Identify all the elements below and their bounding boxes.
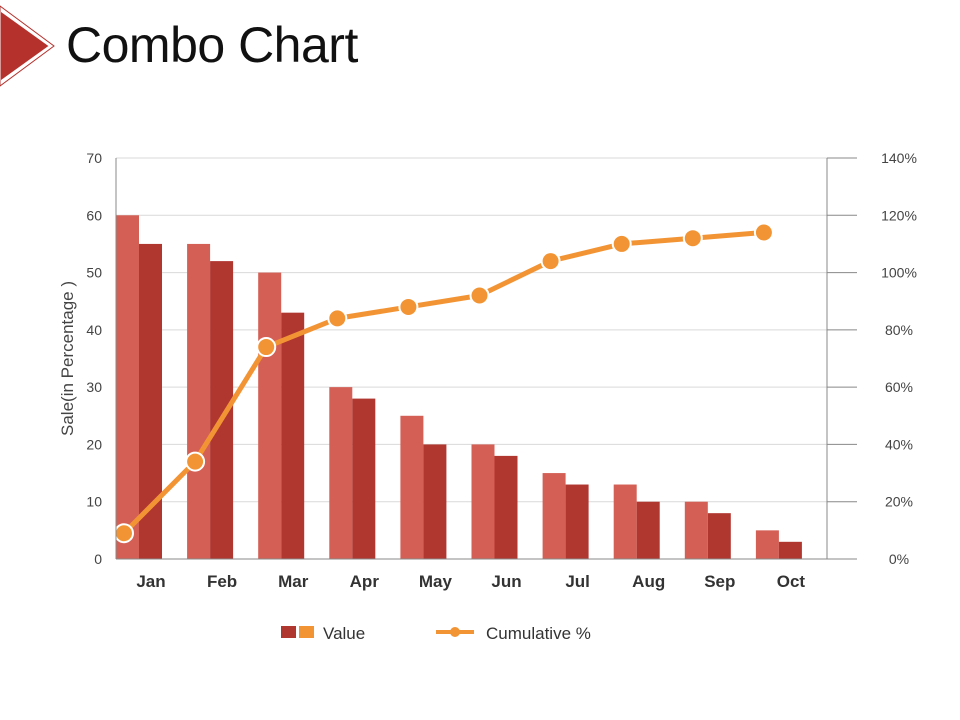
x-tick-label: Jun: [491, 572, 521, 591]
bar-value-a-jul: [542, 473, 566, 559]
bar-value-b-jul: [565, 484, 589, 559]
bar-value-a-aug: [613, 484, 637, 559]
x-tick-label: Jan: [136, 572, 165, 591]
cumulative-point-may: [398, 296, 419, 317]
y2-tick-label: 0%: [889, 551, 909, 567]
x-tick-label: Jul: [565, 572, 590, 591]
cumulative-point-jun: [469, 285, 490, 306]
cumulative-point-feb: [185, 451, 206, 472]
title-arrow-decoration: [0, 5, 55, 87]
cumulative-point-oct: [753, 222, 774, 243]
x-tick-label: Apr: [350, 572, 380, 591]
y-tick-label: 0: [94, 551, 102, 567]
bar-value-b-jan: [139, 243, 162, 559]
bar-value-b-feb: [210, 261, 234, 559]
cumulative-point-aug: [611, 233, 632, 254]
bar-series: [116, 215, 802, 560]
y-tick-label: 30: [86, 379, 102, 395]
bar-value-a-oct: [755, 530, 779, 559]
cumulative-point-sep: [682, 228, 703, 249]
x-tick-label: Mar: [278, 572, 309, 591]
cumulative-polyline: [122, 229, 765, 535]
bar-value-b-oct: [778, 541, 802, 559]
legend-label-value: Value: [323, 624, 365, 643]
y-tick-label: 10: [86, 494, 102, 510]
y-axis-title: Sale(in Percentage ): [58, 281, 77, 436]
x-tick-label: May: [419, 572, 453, 591]
cumulative-point-jul: [540, 251, 561, 272]
y2-tick-label: 20%: [885, 494, 913, 510]
axes: 0 10 20 30 40 50 60 70 0% 20% 40% 60% 80% 100% 120% 140…: [58, 150, 917, 591]
x-tick-label: Aug: [632, 572, 665, 591]
cumulative-point-jan: [114, 523, 134, 544]
y2-tick-label: 120%: [881, 207, 917, 223]
y2-tick-label: 60%: [885, 379, 913, 395]
bar-value-b-sep: [707, 513, 731, 559]
x-tick-label: Sep: [704, 572, 735, 591]
x-tick-label: Feb: [207, 572, 237, 591]
y2-tick-label: 80%: [885, 322, 913, 338]
y-tick-label: 40: [86, 322, 102, 338]
bar-value-a-may: [400, 415, 424, 559]
bar-value-a-mar: [258, 272, 282, 559]
y2-tick-label: 40%: [885, 436, 913, 452]
bar-value-b-apr: [352, 398, 376, 559]
bar-value-b-jun: [494, 455, 518, 559]
bar-value-b-may: [423, 444, 447, 559]
legend-swatch-value-dark: [281, 626, 296, 638]
legend-swatch-marker: [450, 627, 460, 637]
y-tick-label: 60: [86, 207, 102, 223]
bar-value-a-feb: [187, 243, 211, 559]
legend: Value Cumulative %: [281, 624, 591, 643]
cumulative-point-apr: [327, 308, 348, 329]
bar-value-b-mar: [281, 312, 305, 559]
page-title: Combo Chart: [66, 17, 358, 73]
bar-value-b-aug: [636, 501, 660, 559]
gridlines: [116, 157, 827, 503]
y-tick-label: 70: [86, 150, 102, 166]
cumulative-point-mar: [256, 337, 277, 358]
legend-label-cumulative: Cumulative %: [486, 624, 591, 643]
bar-value-a-jan: [116, 215, 139, 560]
bar-value-a-apr: [329, 387, 353, 559]
cumulative-line: [114, 222, 774, 544]
bar-value-a-jun: [471, 444, 495, 559]
y-tick-label: 20: [86, 436, 102, 452]
y2-tick-label: 140%: [881, 150, 917, 166]
legend-swatch-value-orange: [299, 626, 314, 638]
x-tick-label: Oct: [777, 572, 806, 591]
y2-tick-label: 100%: [881, 265, 917, 281]
bar-value-a-sep: [684, 501, 708, 559]
y-tick-label: 50: [86, 265, 102, 281]
